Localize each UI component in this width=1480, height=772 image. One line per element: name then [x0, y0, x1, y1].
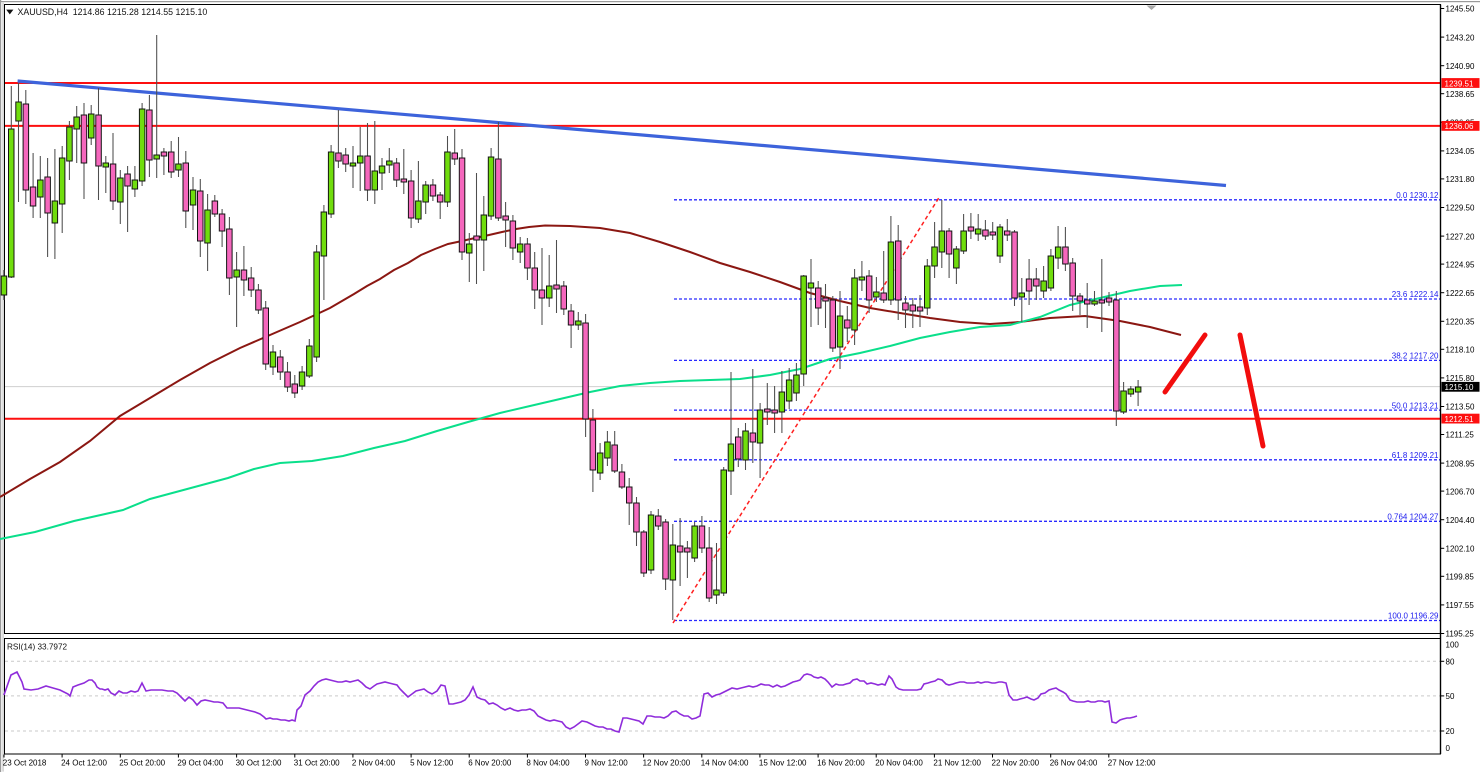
- svg-text:1213.50: 1213.50: [1446, 403, 1475, 412]
- svg-text:50.0 1213.21: 50.0 1213.21: [1392, 401, 1439, 410]
- svg-text:14 Nov 04:00: 14 Nov 04:00: [701, 759, 749, 768]
- svg-text:1206.70: 1206.70: [1446, 487, 1475, 496]
- svg-text:31 Oct 20:00: 31 Oct 20:00: [294, 759, 340, 768]
- svg-text:15 Nov 12:00: 15 Nov 12:00: [759, 759, 807, 768]
- svg-text:20: 20: [1446, 727, 1455, 736]
- svg-text:1222.65: 1222.65: [1446, 289, 1475, 298]
- svg-text:16 Nov 20:00: 16 Nov 20:00: [817, 759, 865, 768]
- svg-text:1199.85: 1199.85: [1446, 573, 1475, 582]
- svg-text:RSI(14) 33.7972: RSI(14) 33.7972: [7, 643, 68, 652]
- svg-text:1218.10: 1218.10: [1446, 346, 1475, 355]
- svg-text:1238.65: 1238.65: [1446, 90, 1475, 99]
- svg-text:9 Nov 12:00: 9 Nov 12:00: [585, 759, 629, 768]
- svg-text:1234.05: 1234.05: [1446, 147, 1475, 156]
- svg-text:1208.95: 1208.95: [1446, 459, 1475, 468]
- svg-text:1239.51: 1239.51: [1445, 79, 1474, 88]
- svg-text:12 Nov 20:00: 12 Nov 20:00: [643, 759, 691, 768]
- svg-text:1243.20: 1243.20: [1446, 33, 1475, 42]
- svg-text:1224.95: 1224.95: [1446, 260, 1475, 269]
- svg-text:38.2 1217.20: 38.2 1217.20: [1392, 352, 1439, 361]
- svg-text:30 Oct 12:00: 30 Oct 12:00: [236, 759, 282, 768]
- svg-text:5 Nov 12:00: 5 Nov 12:00: [410, 759, 454, 768]
- svg-text:1245.50: 1245.50: [1446, 5, 1475, 14]
- svg-text:25 Oct 20:00: 25 Oct 20:00: [119, 759, 165, 768]
- svg-text:61.8 1209.21: 61.8 1209.21: [1392, 451, 1439, 460]
- svg-text:1215.80: 1215.80: [1446, 374, 1475, 383]
- svg-text:26 Nov 04:00: 26 Nov 04:00: [1050, 759, 1098, 768]
- svg-text:1211.25: 1211.25: [1446, 431, 1475, 440]
- svg-text:20 Nov 04:00: 20 Nov 04:00: [875, 759, 923, 768]
- svg-text:2 Nov 04:00: 2 Nov 04:00: [352, 759, 396, 768]
- svg-text:6 Nov 20:00: 6 Nov 20:00: [468, 759, 512, 768]
- svg-text:1195.25: 1195.25: [1446, 630, 1475, 639]
- svg-text:1215.10: 1215.10: [1445, 383, 1474, 392]
- svg-text:80: 80: [1446, 658, 1455, 667]
- svg-text:1229.50: 1229.50: [1446, 204, 1475, 213]
- svg-text:23.6 1222.14: 23.6 1222.14: [1392, 290, 1439, 299]
- svg-text:50: 50: [1446, 692, 1455, 701]
- svg-text:27 Nov 12:00: 27 Nov 12:00: [1108, 759, 1156, 768]
- svg-text:8 Nov 04:00: 8 Nov 04:00: [526, 759, 570, 768]
- svg-text:24 Oct 12:00: 24 Oct 12:00: [61, 759, 107, 768]
- svg-text:1236.06: 1236.06: [1445, 122, 1474, 131]
- svg-text:22 Nov 20:00: 22 Nov 20:00: [992, 759, 1040, 768]
- svg-text:1231.80: 1231.80: [1446, 175, 1475, 184]
- svg-text:23 Oct 2018: 23 Oct 2018: [3, 759, 47, 768]
- svg-text:0.764 1204.27: 0.764 1204.27: [1387, 513, 1439, 522]
- svg-text:1227.20: 1227.20: [1446, 232, 1475, 241]
- svg-text:100: 100: [1446, 641, 1460, 650]
- svg-text:1220.35: 1220.35: [1446, 318, 1475, 327]
- svg-text:1240.90: 1240.90: [1446, 62, 1475, 71]
- svg-text:1204.40: 1204.40: [1446, 516, 1475, 525]
- svg-text:0.0 1230.12: 0.0 1230.12: [1396, 191, 1439, 200]
- svg-text:29 Oct 04:00: 29 Oct 04:00: [177, 759, 223, 768]
- svg-text:XAUUSD,H4 1214.86 1215.28 121: XAUUSD,H4 1214.86 1215.28 1214.55 1215.1…: [18, 7, 208, 17]
- svg-text:21 Nov 12:00: 21 Nov 12:00: [933, 759, 981, 768]
- svg-text:0: 0: [1446, 744, 1451, 753]
- svg-text:1197.55: 1197.55: [1446, 601, 1475, 610]
- svg-text:100.0 1196.29: 100.0 1196.29: [1388, 612, 1439, 621]
- svg-text:1212.51: 1212.51: [1445, 415, 1474, 424]
- svg-text:1202.10: 1202.10: [1446, 545, 1475, 554]
